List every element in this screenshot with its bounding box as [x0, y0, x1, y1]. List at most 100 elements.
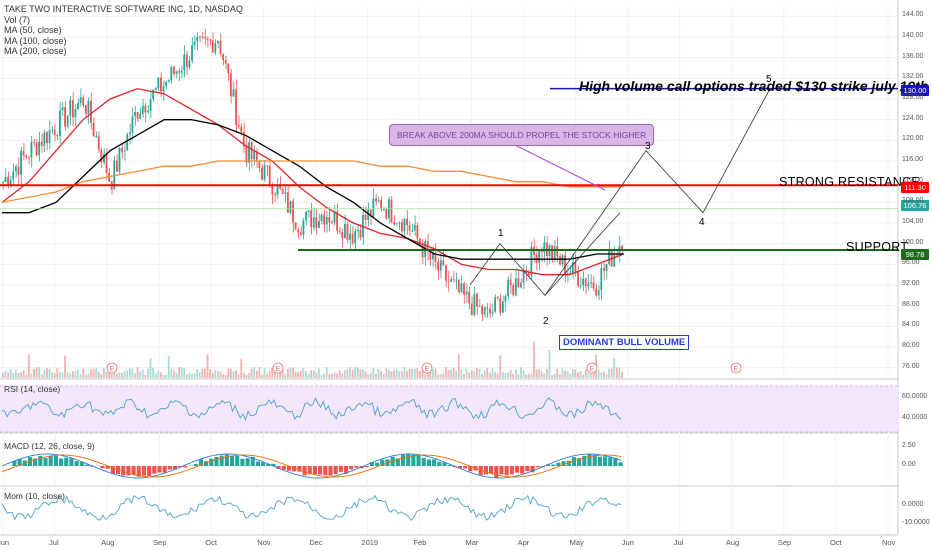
candle [476, 293, 478, 307]
candle [263, 165, 266, 180]
candle [419, 238, 421, 246]
macd-histogram-bar [489, 466, 494, 474]
candle [268, 165, 271, 186]
candle [284, 192, 287, 194]
volume-bar [351, 369, 354, 378]
macd-histogram-bar [468, 466, 473, 472]
y-tick-label: 112.00 [902, 176, 923, 184]
candle [390, 199, 393, 223]
volume-bar [613, 358, 616, 378]
wave-label-5: 5 [766, 74, 772, 85]
candle [333, 211, 336, 223]
candle [442, 260, 445, 266]
y-tick-label: 84.00 [902, 321, 920, 329]
ma-line-1 [2, 119, 624, 260]
volume-bar [211, 373, 214, 378]
volume-bar [25, 374, 28, 378]
candle [608, 250, 610, 264]
bull-volume-box: DOMINANT BULL VOLUME [559, 335, 690, 350]
volume-bar [504, 373, 507, 378]
volume-bar [426, 372, 429, 378]
volume-bar [35, 367, 38, 378]
candle [258, 161, 261, 168]
volume-bar [224, 374, 227, 378]
candle [473, 293, 476, 315]
volume-bar [217, 370, 219, 378]
volume-bar [209, 369, 212, 378]
candle [398, 222, 401, 224]
macd-histogram-bar [121, 466, 126, 476]
candle [191, 45, 193, 61]
volume-bar [160, 372, 162, 378]
volume-bar [320, 374, 323, 378]
candle [154, 88, 157, 90]
earnings-marker-icon [272, 362, 284, 374]
wave-trend-line [544, 212, 621, 296]
candle [514, 278, 517, 296]
volume-bar [191, 374, 193, 378]
candle [273, 194, 276, 196]
y-tick-label: 100.00 [902, 238, 924, 246]
macd-histogram-bar [198, 459, 204, 466]
macd-histogram-bar [587, 454, 592, 466]
target-price-tag: 130.00 [901, 85, 929, 96]
volume-bar [372, 367, 375, 378]
macd-histogram-bar [504, 466, 509, 476]
earnings-marker-letter: E [276, 366, 281, 373]
candle [380, 200, 382, 210]
candle [351, 233, 354, 244]
macd-histogram-bar [571, 457, 577, 466]
candle [478, 306, 481, 308]
candle [455, 279, 458, 281]
earnings-marker-icon [586, 362, 598, 374]
macd-histogram-bar [421, 457, 426, 466]
sub-pane-tick-label: 2.50 [902, 442, 916, 449]
support-price-tag: 98.78 [901, 249, 929, 260]
candle [211, 40, 214, 53]
candle [170, 66, 173, 81]
candle [30, 141, 33, 158]
candle [367, 209, 370, 220]
momentum-line [1, 494, 622, 522]
candle [470, 303, 473, 315]
y-tick-label: 136.00 [902, 52, 924, 60]
volume-bar [377, 368, 380, 378]
volume-bar [281, 368, 284, 378]
volume-bar [356, 367, 359, 378]
x-tick-label: 2019 [361, 538, 379, 547]
volume-bar [258, 367, 261, 378]
candle [452, 279, 455, 281]
volume-bar [175, 372, 178, 378]
volume-bar [113, 367, 116, 378]
candle [356, 229, 359, 232]
candle [40, 141, 43, 147]
macd-histogram-bar [566, 460, 571, 466]
volume-bar [235, 370, 237, 378]
volume-bar [444, 367, 447, 378]
volume-bar [556, 368, 559, 378]
volume-bar [566, 371, 569, 378]
candle [240, 126, 243, 132]
x-tick-label: Jun [0, 538, 10, 547]
candle [7, 177, 9, 186]
candle [35, 142, 38, 156]
volume-bar [354, 367, 357, 378]
legend-ma50: MA (50, close) [4, 25, 62, 35]
candle [69, 100, 72, 116]
volume-bar [95, 367, 98, 378]
candle [494, 297, 496, 312]
candle [149, 99, 152, 111]
candle [579, 285, 582, 287]
candle [325, 217, 328, 225]
volume-bar [530, 373, 533, 378]
volume-bar [584, 369, 587, 378]
volume-bar [315, 372, 318, 378]
macd-histogram-bar [307, 466, 312, 475]
candle [193, 41, 196, 46]
volume-bar [452, 367, 455, 378]
volume-bar [450, 369, 452, 378]
volume-bar [289, 367, 292, 378]
candle [538, 249, 541, 263]
volume-bar [17, 373, 20, 378]
